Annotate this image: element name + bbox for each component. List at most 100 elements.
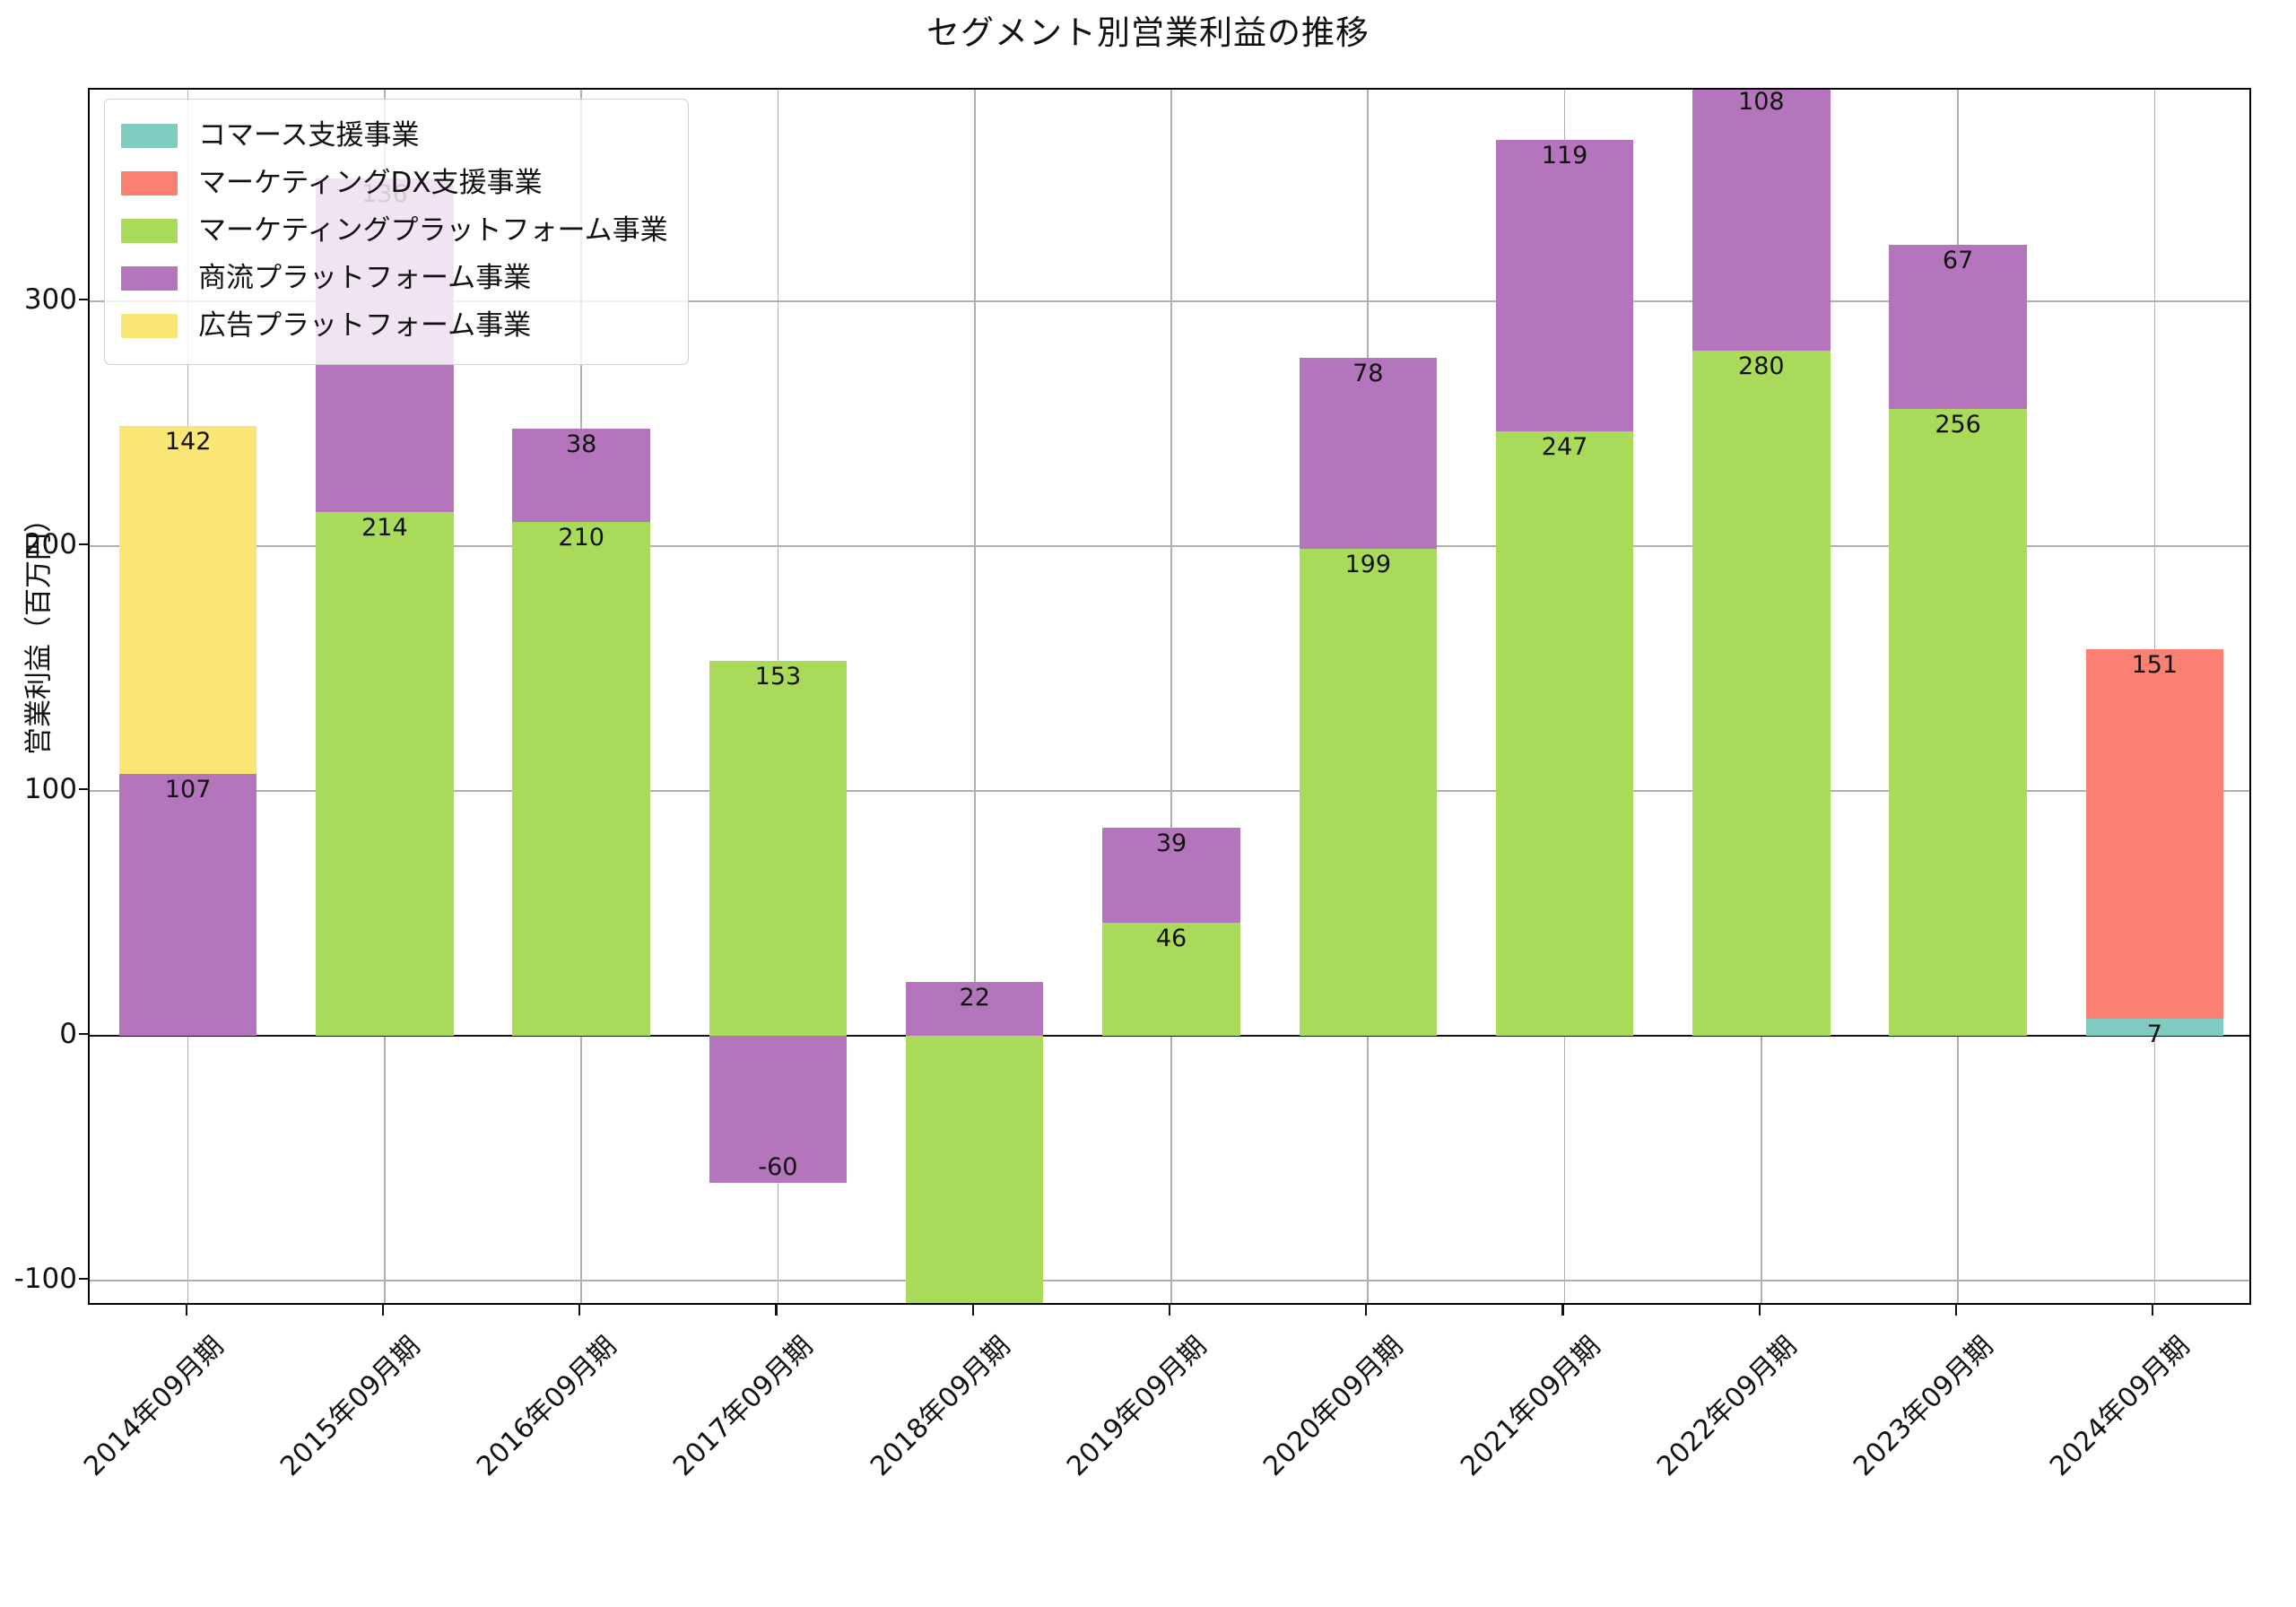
chart-title: セグメント別営業利益の推移 bbox=[926, 13, 1370, 52]
y-axis-tick-mark bbox=[79, 787, 90, 791]
bar-segment[interactable]: 280 bbox=[1692, 350, 1831, 1036]
x-axis-tick-mark bbox=[1365, 1305, 1368, 1316]
bar-segment[interactable]: 199 bbox=[1299, 548, 1437, 1037]
legend-swatch-icon bbox=[121, 314, 178, 338]
legend-swatch-icon bbox=[121, 266, 178, 291]
bar-group[interactable]: 7 151 bbox=[2085, 90, 2224, 1303]
plot-area: 10714221413621038153-60-1212246391997824… bbox=[88, 88, 2251, 1305]
bar-segment[interactable]: 214 bbox=[316, 511, 454, 1036]
bar-value-label: 67 bbox=[1942, 247, 1974, 275]
chart-root: セグメント別営業利益の推移 営業利益（百万円） -100 0 100 200 300 2… bbox=[13, 13, 2251, 1482]
legend-item-label: 商流プラットフォーム事業 bbox=[198, 262, 532, 294]
bar-group[interactable]: 280 108 bbox=[1692, 88, 1831, 1303]
bar-value-label: -60 bbox=[758, 1152, 798, 1181]
legend-item[interactable]: 商流プラットフォーム事業 bbox=[121, 255, 668, 302]
bar-value-label: 78 bbox=[1352, 359, 1384, 387]
x-axis-tick-mark bbox=[578, 1305, 581, 1316]
gridline-horizontal bbox=[90, 1280, 2249, 1281]
bar-group[interactable]: 210 38 bbox=[512, 90, 650, 1303]
legend-swatch-icon bbox=[121, 124, 178, 148]
bar-segment[interactable]: 108 bbox=[1692, 88, 1831, 351]
y-axis-label: 営業利益（百万円） bbox=[22, 505, 56, 755]
x-axis-tick-mark bbox=[2152, 1305, 2154, 1316]
bar-value-label: 214 bbox=[361, 513, 408, 542]
bar-segment[interactable]: 67 bbox=[1889, 245, 2027, 410]
bar-group[interactable]: 256 67 bbox=[1889, 90, 2027, 1303]
legend-item-label: 広告プラットフォーム事業 bbox=[198, 309, 532, 342]
y-axis-tick-label: 0 bbox=[59, 1018, 77, 1051]
y-axis-tick-label: -100 bbox=[13, 1263, 77, 1296]
bar-group[interactable]: -121 22 bbox=[905, 90, 1044, 1305]
y-axis-tick-mark bbox=[79, 1032, 90, 1036]
gridline-horizontal bbox=[90, 300, 2249, 302]
gridline-horizontal bbox=[90, 790, 2249, 792]
gridline-vertical bbox=[1170, 90, 1172, 1303]
legend-item[interactable]: マーケティングDX支援事業 bbox=[121, 160, 668, 207]
bar-segment[interactable]: 153 bbox=[709, 661, 848, 1036]
bar-value-label: 142 bbox=[164, 428, 212, 456]
legend-swatch-icon bbox=[121, 219, 178, 243]
bar-segment[interactable]: 22 bbox=[905, 981, 1044, 1036]
bar-value-label: 256 bbox=[1935, 411, 1981, 439]
bar-segment[interactable]: 78 bbox=[1299, 357, 1437, 549]
bar-value-label: 119 bbox=[1541, 141, 1588, 169]
x-axis-tick-mark bbox=[1758, 1305, 1761, 1316]
x-axis-tick-mark bbox=[185, 1305, 187, 1316]
bar-segment[interactable]: 151 bbox=[2085, 648, 2224, 1019]
gridline-vertical bbox=[973, 90, 976, 1303]
bar-value-label: 7 bbox=[2146, 1020, 2162, 1048]
bar-group[interactable]: 247 119 bbox=[1495, 90, 1634, 1303]
x-axis-tick-mark bbox=[1954, 1305, 1958, 1316]
x-axis-tick-mark bbox=[381, 1305, 384, 1316]
bar-segment[interactable]: 39 bbox=[1102, 827, 1240, 924]
legend-swatch-icon bbox=[121, 171, 178, 195]
bar-segment[interactable]: 256 bbox=[1889, 409, 2027, 1036]
bar-value-label: 199 bbox=[1344, 550, 1392, 578]
y-axis-tick-label: 100 bbox=[23, 772, 77, 805]
bar-group[interactable]: 46 39 bbox=[1102, 90, 1240, 1303]
legend-item-label: マーケティングDX支援事業 bbox=[198, 167, 543, 199]
bar-value-label: 46 bbox=[1155, 925, 1187, 953]
y-axis-tick-label: 300 bbox=[23, 282, 77, 316]
bar-segment[interactable]: -121 bbox=[905, 1036, 1044, 1305]
bar-group[interactable]: 199 78 bbox=[1299, 90, 1437, 1303]
bar-value-label: 280 bbox=[1738, 352, 1785, 380]
x-axis-tick-mark bbox=[1561, 1305, 1564, 1316]
x-axis-tick-mark bbox=[775, 1305, 778, 1316]
y-axis-tick-mark bbox=[79, 298, 90, 301]
bar-value-label: 108 bbox=[1738, 88, 1785, 116]
bar-value-label: 39 bbox=[1155, 829, 1187, 857]
bar-segment[interactable]: 107 bbox=[118, 773, 257, 1036]
bar-value-label: 151 bbox=[2131, 650, 2179, 679]
legend-item[interactable]: コマース支援事業 bbox=[121, 112, 668, 160]
bar-segment[interactable]: 142 bbox=[118, 426, 257, 774]
bar-value-label: 247 bbox=[1541, 432, 1588, 461]
bar-segment[interactable]: 210 bbox=[512, 521, 650, 1036]
bar-value-label: 107 bbox=[164, 775, 212, 804]
bar-segment[interactable]: 119 bbox=[1495, 139, 1634, 431]
bar-value-label: 210 bbox=[558, 523, 604, 552]
legend-item[interactable]: マーケティングプラットフォーム事業 bbox=[121, 207, 668, 255]
bar-value-label: 38 bbox=[565, 430, 597, 458]
bar-value-label: -121 bbox=[906, 1304, 1043, 1305]
legend-item-label: コマース支援事業 bbox=[198, 119, 420, 152]
bar-segment[interactable]: -60 bbox=[709, 1036, 848, 1183]
legend: コマース支援事業マーケティングDX支援事業マーケティングプラットフォーム事業 商流… bbox=[104, 99, 689, 365]
zero-line bbox=[90, 1034, 2249, 1038]
x-axis-tick-mark bbox=[1168, 1305, 1171, 1316]
bar-segment[interactable]: 247 bbox=[1495, 430, 1634, 1036]
bar-group[interactable]: 107 142 bbox=[118, 90, 257, 1303]
y-axis-tick-mark bbox=[79, 543, 90, 546]
bar-segment[interactable]: 38 bbox=[512, 428, 650, 522]
bar-group[interactable]: 153 -60 bbox=[709, 90, 848, 1303]
legend-item[interactable]: 広告プラットフォーム事業 bbox=[121, 302, 668, 350]
bar-value-label: 22 bbox=[959, 983, 990, 1012]
bar-segment[interactable]: 7 bbox=[2085, 1018, 2224, 1047]
legend-item-label: マーケティングプラットフォーム事業 bbox=[198, 214, 668, 247]
y-axis-tick-label: 200 bbox=[23, 527, 77, 560]
x-axis-tick-mark bbox=[971, 1305, 974, 1316]
gridline-horizontal bbox=[90, 545, 2249, 547]
bar-segment[interactable]: 46 bbox=[1102, 923, 1240, 1037]
bar-value-label: 153 bbox=[754, 663, 802, 691]
y-axis-tick-mark bbox=[79, 1277, 90, 1281]
